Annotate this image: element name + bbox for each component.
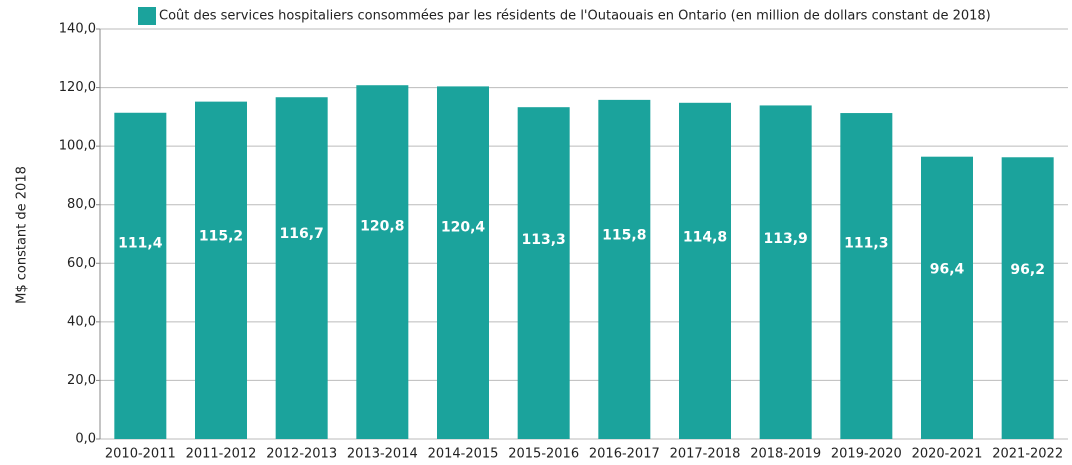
value-label: 96,2: [1010, 262, 1045, 278]
x-tick-label: 2014-2015: [428, 447, 499, 462]
value-label: 96,4: [930, 262, 965, 278]
value-label: 120,4: [441, 219, 486, 235]
x-tick-label: 2021-2022: [992, 447, 1063, 462]
value-label: 111,4: [118, 235, 163, 251]
y-tick-label: 140,0: [59, 22, 96, 37]
x-tick-label: 2010-2011: [105, 447, 176, 462]
value-label: 115,2: [199, 229, 243, 245]
value-label: 115,8: [602, 228, 646, 244]
bar: [114, 112, 167, 439]
y-tick-label: 80,0: [67, 197, 96, 212]
value-label: 116,7: [280, 226, 324, 242]
value-label: 120,8: [360, 219, 404, 235]
bar: [356, 85, 409, 439]
bar: [275, 97, 328, 439]
y-tick-label: 20,0: [67, 373, 96, 388]
x-tick-label: 2013-2014: [347, 447, 418, 462]
x-tick-label: 2011-2012: [186, 447, 257, 462]
x-tick-label: 2020-2021: [912, 447, 983, 462]
bar: [598, 99, 651, 439]
legend-swatch: [138, 7, 156, 25]
value-label: 111,3: [844, 235, 888, 251]
x-tick-label: 2017-2018: [670, 447, 741, 462]
bar: [437, 86, 489, 440]
value-label: 113,3: [522, 232, 566, 248]
y-tick-label: 40,0: [67, 314, 96, 329]
y-tick-label: 60,0: [67, 256, 96, 271]
y-axis-title: M$ constant de 2018: [15, 166, 30, 304]
bar: [1001, 157, 1054, 439]
bar: [921, 156, 973, 439]
x-tick-label: 2012-2013: [266, 447, 337, 462]
y-tick-label: 120,0: [59, 80, 96, 95]
value-label: 114,8: [683, 229, 727, 245]
legend-label: Coût des services hospitaliers consommée…: [159, 9, 991, 24]
x-tick-label: 2015-2016: [508, 447, 579, 462]
y-tick-label: 0,0: [75, 432, 96, 447]
bar: [195, 101, 247, 439]
bar: [759, 105, 812, 439]
x-tick-label: 2019-2020: [831, 447, 902, 462]
bar: [840, 113, 893, 440]
y-tick-label: 100,0: [59, 139, 96, 154]
bar: [679, 102, 731, 440]
value-label: 113,9: [764, 231, 808, 247]
x-tick-label: 2016-2017: [589, 447, 660, 462]
x-tick-label: 2018-2019: [750, 447, 821, 462]
bar: [517, 107, 570, 439]
